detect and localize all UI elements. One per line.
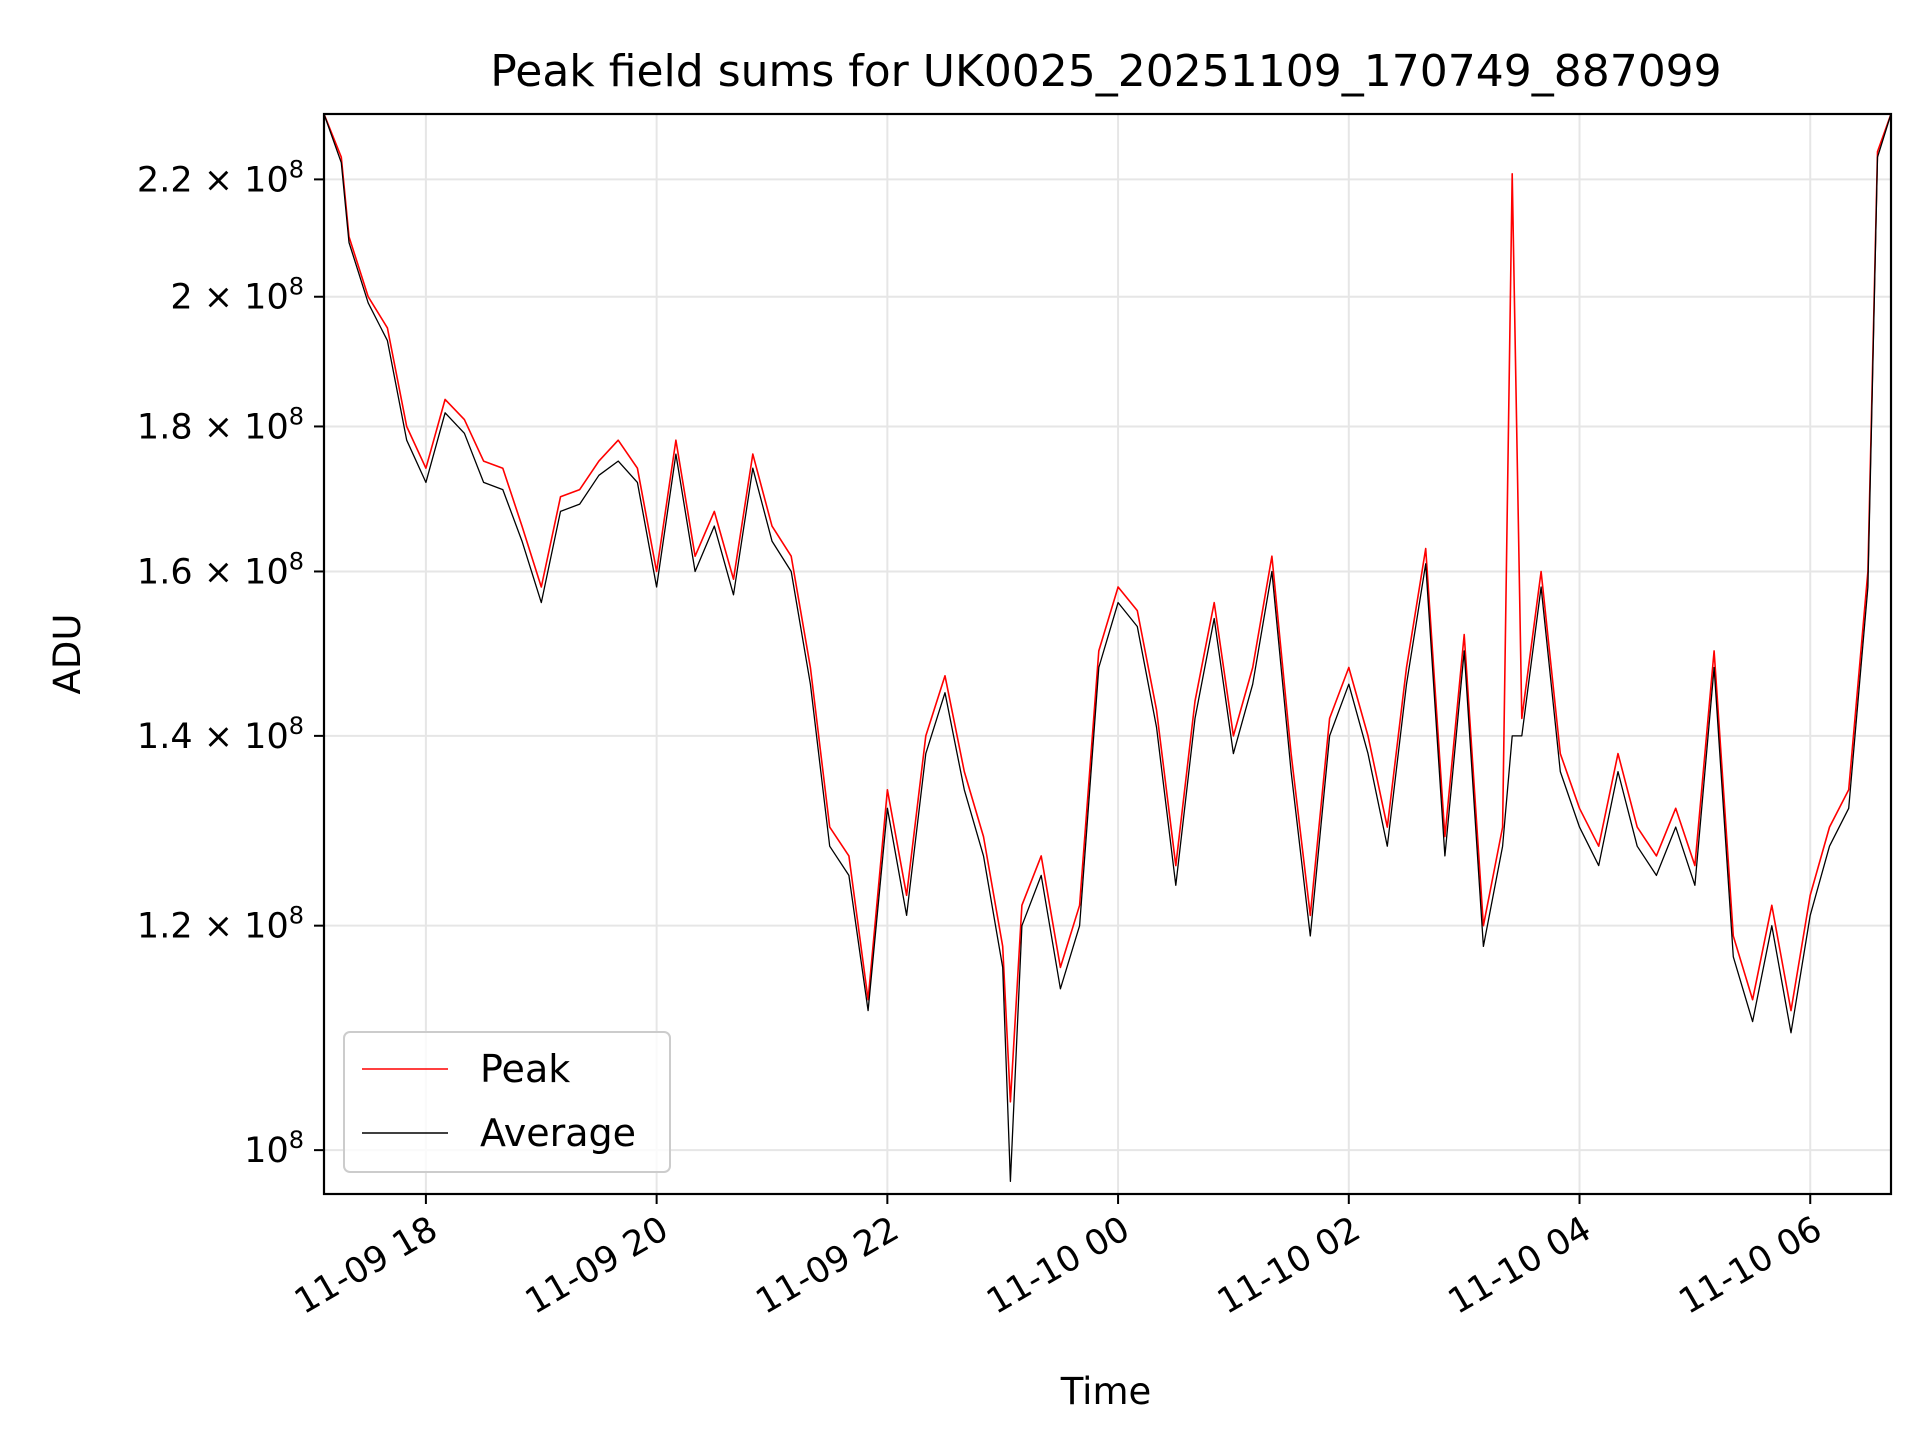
- y-tick-mantissa: 1.4 ×: [137, 717, 244, 757]
- series-line-peak: [324, 114, 1891, 1103]
- chart-title: Peak field sums for UK0025_20251109_1707…: [490, 46, 1721, 97]
- x-axis-label: Time: [1060, 1370, 1152, 1413]
- y-tick-label: 1.8 × 108: [137, 402, 304, 447]
- y-tick-mantissa: 2 ×: [170, 278, 244, 318]
- y-tick-exponent: 8: [289, 902, 304, 930]
- y-tick-exponent: 8: [289, 1126, 304, 1154]
- y-tick-mantissa: 1.2 ×: [137, 907, 244, 947]
- legend: Peak Average: [343, 1031, 671, 1173]
- y-tick-base: 10: [244, 717, 289, 757]
- plot-area: [324, 114, 1891, 1182]
- legend-label-peak: Peak: [480, 1047, 570, 1091]
- y-tick-base: 10: [244, 407, 289, 447]
- y-tick-label: 108: [244, 1126, 304, 1171]
- series-line-average: [324, 114, 1891, 1182]
- y-tick-mantissa: 2.2 ×: [137, 160, 244, 200]
- y-tick-label: 1.4 × 108: [137, 712, 304, 757]
- y-tick-base: 10: [244, 278, 289, 318]
- legend-box: [343, 1031, 671, 1173]
- y-tick-label: 2 × 108: [170, 273, 304, 318]
- plot-frame: [322, 112, 1893, 1196]
- y-tick-label: 1.2 × 108: [137, 902, 304, 947]
- y-tick-base: 10: [244, 907, 289, 947]
- y-tick-base: 10: [244, 552, 289, 592]
- y-tick-mantissa: 1.6 ×: [137, 552, 244, 592]
- y-tick-label: 2.2 × 108: [137, 155, 304, 200]
- y-tick-mantissa: 1.8 ×: [137, 407, 244, 447]
- y-tick-base: 10: [244, 1131, 289, 1171]
- y-tick-exponent: 8: [289, 547, 304, 575]
- legend-label-average: Average: [480, 1111, 636, 1155]
- y-tick-label: 1.6 × 108: [137, 547, 304, 592]
- y-tick-exponent: 8: [289, 402, 304, 430]
- y-axis-label: ADU: [46, 614, 89, 695]
- y-tick-exponent: 8: [289, 155, 304, 183]
- y-tick-base: 10: [244, 160, 289, 200]
- series-lines: [324, 114, 1891, 1182]
- y-tick-exponent: 8: [289, 273, 304, 301]
- y-tick-exponent: 8: [289, 712, 304, 740]
